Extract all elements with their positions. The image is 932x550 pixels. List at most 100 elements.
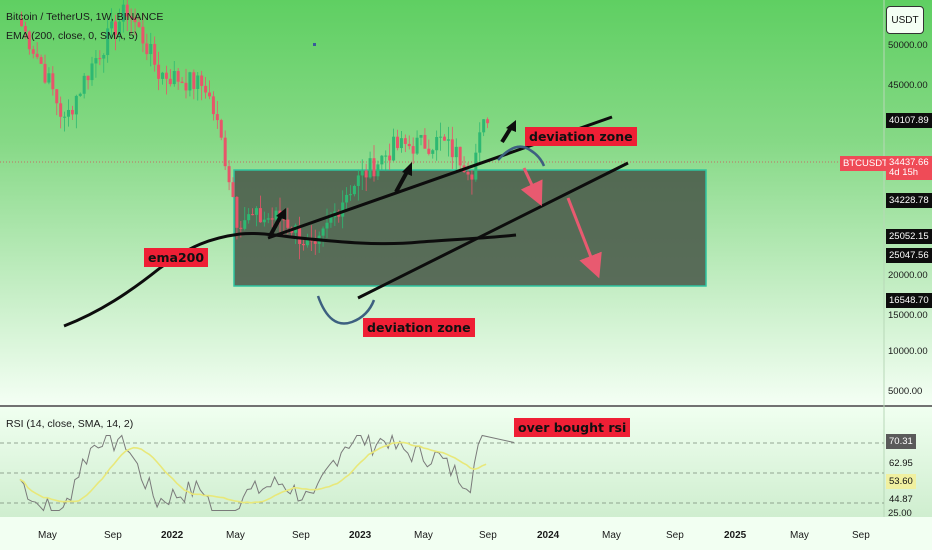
- candle[interactable]: [63, 116, 67, 118]
- time-axis[interactable]: May Sep 2022 May Sep 2023 May Sep 2024 M…: [38, 530, 870, 541]
- candle[interactable]: [20, 19, 23, 27]
- candle[interactable]: [137, 22, 141, 27]
- candle[interactable]: [110, 21, 114, 29]
- candle[interactable]: [419, 134, 423, 138]
- rsi-ma-line[interactable]: [19, 441, 487, 504]
- candle[interactable]: [90, 63, 94, 81]
- candle[interactable]: [341, 202, 345, 217]
- candle[interactable]: [388, 155, 392, 161]
- candle[interactable]: [313, 241, 317, 244]
- candle[interactable]: [407, 143, 411, 147]
- candle[interactable]: [258, 208, 262, 223]
- candle[interactable]: [31, 49, 35, 54]
- candle[interactable]: [450, 139, 454, 158]
- candle[interactable]: [478, 132, 482, 153]
- candle[interactable]: [321, 228, 325, 236]
- candle[interactable]: [482, 119, 486, 133]
- candle[interactable]: [102, 55, 106, 59]
- candle[interactable]: [200, 75, 204, 86]
- candle[interactable]: [215, 114, 219, 121]
- ema-indicator-label[interactable]: EMA (200, close, 0, SMA, 5): [6, 30, 138, 42]
- candle[interactable]: [352, 185, 356, 195]
- candle[interactable]: [235, 196, 239, 228]
- candle[interactable]: [376, 164, 380, 177]
- candle[interactable]: [188, 72, 192, 91]
- candle[interactable]: [399, 138, 403, 149]
- candle[interactable]: [125, 4, 129, 17]
- candle[interactable]: [329, 217, 333, 223]
- candle[interactable]: [180, 81, 184, 83]
- candle[interactable]: [204, 85, 208, 93]
- candle[interactable]: [270, 218, 274, 220]
- candle[interactable]: [403, 138, 407, 144]
- candle[interactable]: [70, 109, 74, 115]
- candle[interactable]: [157, 64, 161, 79]
- candle[interactable]: [427, 148, 431, 154]
- candle[interactable]: [121, 4, 125, 22]
- candle[interactable]: [396, 136, 399, 149]
- candle[interactable]: [168, 78, 172, 85]
- candle[interactable]: [94, 58, 98, 64]
- candle[interactable]: [443, 136, 446, 141]
- candle[interactable]: [86, 75, 90, 81]
- candle[interactable]: [223, 137, 227, 167]
- candle[interactable]: [360, 170, 364, 176]
- candle[interactable]: [466, 172, 470, 175]
- candle[interactable]: [106, 28, 110, 56]
- candle[interactable]: [149, 43, 153, 55]
- candle[interactable]: [55, 89, 59, 104]
- candle[interactable]: [305, 238, 309, 246]
- candle[interactable]: [51, 73, 55, 90]
- candle[interactable]: [231, 182, 235, 197]
- candle[interactable]: [266, 218, 270, 220]
- candle[interactable]: [439, 136, 443, 138]
- candle[interactable]: [446, 139, 450, 141]
- candle[interactable]: [67, 109, 70, 117]
- candle[interactable]: [349, 194, 352, 196]
- candle[interactable]: [78, 93, 82, 96]
- candle[interactable]: [325, 222, 329, 229]
- candle[interactable]: [262, 219, 266, 223]
- rsi-line[interactable]: [19, 433, 515, 512]
- candle[interactable]: [227, 166, 231, 183]
- candle[interactable]: [458, 146, 462, 166]
- candle[interactable]: [145, 43, 149, 55]
- candle[interactable]: [411, 146, 415, 154]
- currency-button[interactable]: USDT: [886, 6, 924, 34]
- candle[interactable]: [133, 18, 137, 23]
- candle[interactable]: [286, 219, 290, 228]
- candle[interactable]: [172, 71, 176, 85]
- lower-trendline[interactable]: [357, 161, 629, 300]
- candle[interactable]: [219, 120, 223, 138]
- candle[interactable]: [184, 82, 188, 91]
- candle[interactable]: [208, 92, 211, 97]
- candle[interactable]: [302, 243, 305, 246]
- candle[interactable]: [141, 26, 145, 44]
- candle[interactable]: [282, 219, 286, 221]
- candle[interactable]: [255, 208, 258, 215]
- candle[interactable]: [431, 150, 435, 154]
- candle[interactable]: [454, 146, 458, 158]
- candle[interactable]: [435, 136, 439, 151]
- candle[interactable]: [43, 63, 47, 83]
- candle[interactable]: [392, 136, 396, 161]
- candle[interactable]: [153, 43, 157, 65]
- candle[interactable]: [243, 220, 247, 229]
- candle[interactable]: [211, 96, 215, 115]
- candle[interactable]: [384, 155, 388, 157]
- candle[interactable]: [247, 214, 251, 221]
- candle[interactable]: [356, 175, 360, 186]
- range-box[interactable]: [233, 169, 707, 287]
- candle[interactable]: [486, 119, 490, 124]
- candle[interactable]: [380, 155, 384, 165]
- candle[interactable]: [364, 170, 368, 178]
- candle[interactable]: [82, 75, 86, 94]
- candle[interactable]: [74, 95, 78, 115]
- candle[interactable]: [164, 72, 168, 79]
- candle[interactable]: [35, 53, 39, 58]
- candle[interactable]: [192, 72, 196, 89]
- candle[interactable]: [129, 16, 133, 19]
- candle[interactable]: [372, 158, 376, 177]
- candle[interactable]: [176, 71, 180, 82]
